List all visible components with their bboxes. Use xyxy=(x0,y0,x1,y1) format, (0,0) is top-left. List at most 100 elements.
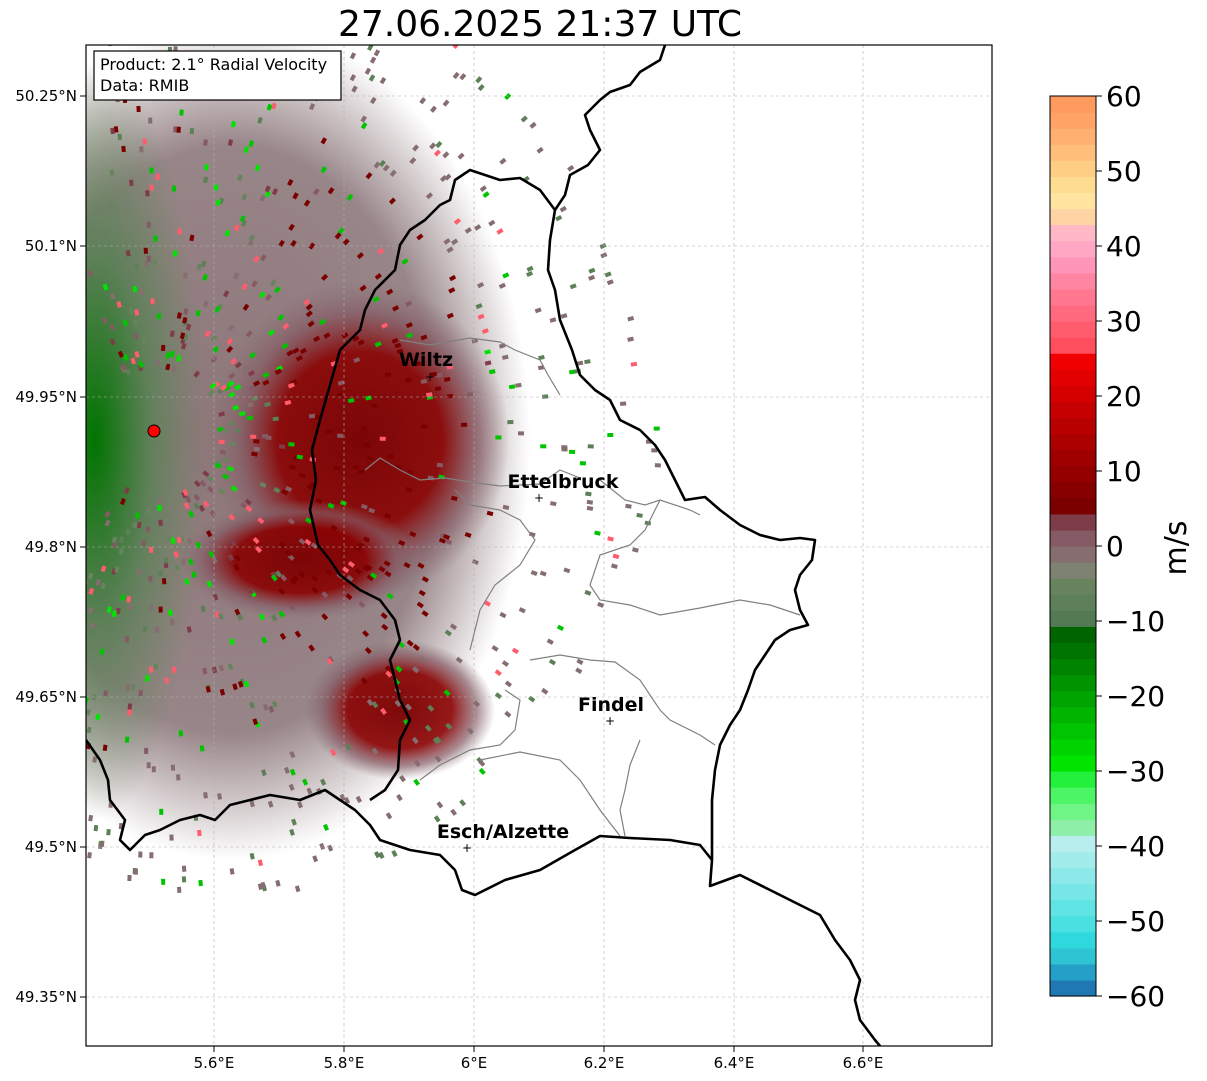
echo-bin xyxy=(226,465,234,472)
echo-bin xyxy=(125,528,131,536)
echo-bin xyxy=(109,338,116,346)
echo-bin xyxy=(169,330,175,338)
echo-bin xyxy=(257,116,263,124)
echo-bin xyxy=(160,344,166,352)
echo-bin xyxy=(120,594,126,601)
x-tick-5.6: 5.6°E xyxy=(194,1046,234,1072)
echo-bin xyxy=(155,626,160,633)
echo-bin xyxy=(230,357,238,365)
canton-border-center xyxy=(529,654,716,746)
echo-bin xyxy=(253,380,261,387)
echo-bin xyxy=(435,141,443,149)
echo-bin xyxy=(325,568,333,576)
echo-bin xyxy=(306,787,313,795)
echo-bin xyxy=(370,572,378,579)
colorbar-band xyxy=(1050,851,1096,869)
echo-bin xyxy=(366,574,374,582)
echo-bin xyxy=(158,606,163,613)
echo-bin xyxy=(345,593,353,601)
echo-bin xyxy=(528,695,536,703)
echo-bin xyxy=(452,71,460,80)
canton-border-southeast xyxy=(619,739,641,837)
echo-bin xyxy=(253,439,260,444)
echo-bin xyxy=(88,587,95,595)
echo-bin xyxy=(124,636,130,643)
border-be-lu xyxy=(308,168,557,802)
echo-bin xyxy=(226,337,234,345)
echo-bin xyxy=(106,606,112,613)
echo-bin xyxy=(346,193,354,201)
echo-bin xyxy=(199,745,205,752)
echo-bin xyxy=(396,794,403,802)
echo-bin xyxy=(179,109,184,116)
echo-bin xyxy=(337,433,344,438)
colorbar-band xyxy=(1050,899,1096,917)
echo-bin xyxy=(327,187,335,195)
echo-bin xyxy=(352,464,360,470)
city-ettelbruck: Ettelbruck + xyxy=(508,471,619,505)
x-tick-6.0: 6°E xyxy=(461,1046,487,1072)
echo-bin xyxy=(421,424,428,429)
colorbar-band xyxy=(1050,160,1096,177)
echo-bin xyxy=(239,215,246,223)
echo-bin xyxy=(193,370,201,378)
echo-bin xyxy=(443,238,451,245)
echo-bin xyxy=(128,307,134,314)
canton-borders xyxy=(364,337,801,837)
colorbar-band xyxy=(1050,353,1096,370)
border-lu-fr xyxy=(86,739,714,897)
echo-bin xyxy=(412,666,420,674)
echo-bin xyxy=(158,570,163,577)
echo-bin xyxy=(185,495,192,504)
echo-bin xyxy=(234,361,242,369)
echo-bin xyxy=(567,164,575,172)
echo-bin xyxy=(305,303,313,311)
echo-bin xyxy=(330,524,338,532)
echo-bin xyxy=(228,513,236,521)
echo-bin xyxy=(200,260,207,268)
echo-bin xyxy=(394,342,402,349)
echo-bin xyxy=(534,307,542,314)
echo-bin xyxy=(171,185,177,192)
echo-bin xyxy=(351,85,358,93)
echo-bin xyxy=(303,298,311,306)
echo-bin xyxy=(499,611,507,619)
echo-bin xyxy=(177,228,182,235)
echo-bin xyxy=(219,449,227,456)
x-tick-label: 6.2°E xyxy=(584,1054,625,1072)
city-label: Wiltz xyxy=(399,349,453,371)
echo-bin xyxy=(419,97,427,105)
echo-bin xyxy=(539,570,547,577)
y-tick-50.25: 50.25°N xyxy=(15,87,86,105)
echo-bin xyxy=(292,347,300,354)
echo-bin xyxy=(556,624,565,631)
colorbar-band xyxy=(1050,513,1096,531)
echo-bin xyxy=(627,316,635,322)
echo-bin xyxy=(289,751,296,759)
echo-bin xyxy=(215,199,221,207)
city-markers: Wiltz + Ettelbruck + Findel + Esch/Alzet… xyxy=(399,349,644,855)
echo-bin xyxy=(176,126,181,133)
echo-bin xyxy=(152,259,157,266)
echo-bin xyxy=(388,197,396,205)
echo-bin xyxy=(130,683,136,691)
echo-bin xyxy=(227,554,235,562)
echo-bin xyxy=(464,532,472,538)
echo-bin xyxy=(479,185,487,193)
echo-bin xyxy=(327,844,334,852)
echo-bin xyxy=(127,703,133,710)
echo-bin xyxy=(271,102,277,110)
echo-bin xyxy=(155,173,160,180)
echo-bin xyxy=(116,301,122,308)
echo-bin xyxy=(109,323,116,331)
echo-bin xyxy=(252,718,259,726)
echo-bin xyxy=(496,228,504,235)
echo-bin xyxy=(223,290,230,298)
echo-bin xyxy=(334,232,342,240)
city-marker-icon: + xyxy=(462,841,472,855)
echo-bin xyxy=(417,562,425,569)
echo-bin xyxy=(342,238,350,246)
echo-bin xyxy=(243,146,250,154)
echo-bin xyxy=(432,737,440,745)
echo-bin xyxy=(304,538,312,546)
